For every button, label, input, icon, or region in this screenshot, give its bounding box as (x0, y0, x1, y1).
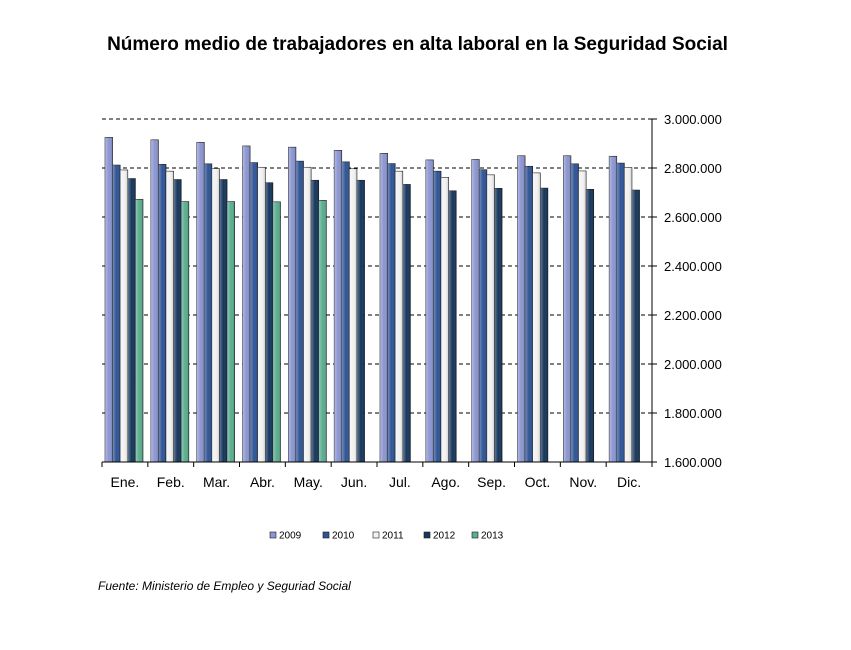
legend-swatch-2012 (423, 531, 431, 539)
bar-shade (631, 190, 640, 463)
legend: 2009 2010 2011 2012 2013 (269, 531, 504, 542)
bar-shade (204, 163, 212, 462)
axes: 1.600.000 1.800.000 2.000.000 2.200.000 2.40… (101, 112, 722, 490)
bar-shade (135, 199, 143, 463)
legend-label-2013: 2013 (481, 531, 504, 542)
bar-shade (570, 163, 579, 462)
bar-shade (471, 159, 480, 463)
x-tick-label: May. (294, 474, 323, 490)
bar-shade (578, 170, 587, 462)
bar-shade (173, 179, 182, 462)
bar-shade (318, 200, 327, 462)
bar-shade (563, 155, 571, 462)
y-tick-label: 1.800.000 (664, 406, 722, 421)
bar-shade (395, 171, 403, 462)
bar-shade (250, 162, 258, 463)
bar-shade (227, 201, 235, 462)
legend-label-2012: 2012 (433, 531, 456, 542)
y-tick-label: 2.000.000 (664, 357, 722, 372)
bar-shade (311, 180, 319, 462)
x-tick-label: Feb. (157, 474, 185, 490)
bar-shade (624, 167, 632, 462)
bar-shade (356, 180, 365, 462)
legend-swatch-2013 (471, 531, 479, 539)
bar-shade (586, 189, 594, 462)
x-tick-label: Jul. (389, 474, 411, 490)
bar-shade (303, 167, 312, 462)
bar-shade (295, 161, 304, 462)
bar-shade (441, 177, 449, 462)
bar-shade (127, 178, 136, 462)
bar-shade (525, 166, 533, 462)
x-tick-label: Oct. (525, 474, 551, 490)
bar-shade (150, 139, 159, 462)
y-tick-label: 3.000.000 (664, 112, 722, 127)
y-tick-label: 2.600.000 (664, 210, 722, 225)
legend-label-2011: 2011 (382, 531, 404, 542)
bar-shade (120, 169, 128, 462)
bar-shade (166, 171, 174, 462)
bar-shade (242, 145, 251, 462)
bar-shade (517, 155, 526, 462)
grid-lines (102, 118, 652, 414)
y-tick-label: 2.800.000 (664, 161, 722, 176)
bar-shade (540, 188, 548, 462)
x-tick-label: Abr. (250, 474, 275, 490)
bar-shade (616, 163, 625, 462)
bar-shade (158, 164, 167, 462)
bar-shade (425, 159, 434, 463)
bar-shade (219, 179, 228, 462)
x-tick-label: Sep. (477, 474, 506, 490)
source-note: Fuente: Ministerio de Empleo y Seguriad … (98, 579, 351, 593)
bar-shade (334, 150, 342, 463)
bar-shade (433, 171, 442, 462)
bar-shade (486, 174, 495, 463)
y-tick-label: 1.600.000 (664, 455, 722, 470)
bar-shade (196, 142, 205, 462)
bar-shade (494, 188, 503, 462)
legend-swatch-2011 (372, 531, 380, 539)
bar-shade (479, 169, 487, 462)
x-tick-label: Ene. (111, 474, 140, 490)
y-tick-label: 2.400.000 (664, 259, 722, 274)
bar-shade (341, 161, 350, 462)
bar-shade (609, 156, 617, 463)
bar-shade (448, 190, 457, 462)
bar-shade (112, 165, 121, 462)
chart-title: Número medio de trabajadores en alta lab… (107, 34, 728, 55)
bar-shade (211, 168, 220, 463)
bar-shade (349, 168, 357, 463)
bar-shade (532, 172, 541, 462)
legend-label-2009: 2009 (279, 531, 302, 542)
bar-shade (105, 137, 113, 462)
legend-label-2010: 2010 (332, 531, 355, 542)
bar-shade (272, 201, 281, 462)
bar-shade (265, 182, 273, 462)
legend-swatch-2010 (322, 531, 330, 539)
bar-shade (257, 167, 266, 462)
bar-shade (387, 163, 396, 462)
x-tick-label: Dic. (617, 474, 641, 490)
x-tick-label: Mar. (203, 474, 230, 490)
bar-shade (181, 201, 189, 462)
y-tick-label: 2.200.000 (664, 308, 722, 323)
x-tick-label: Jun. (341, 474, 367, 490)
legend-swatch-2009 (269, 531, 277, 539)
bar-shade (288, 147, 296, 463)
bar-shade (380, 153, 388, 463)
bar-shade (402, 184, 411, 463)
x-tick-label: Nov. (569, 474, 597, 490)
x-tick-label: Ago. (431, 474, 460, 490)
bars (104, 137, 640, 463)
